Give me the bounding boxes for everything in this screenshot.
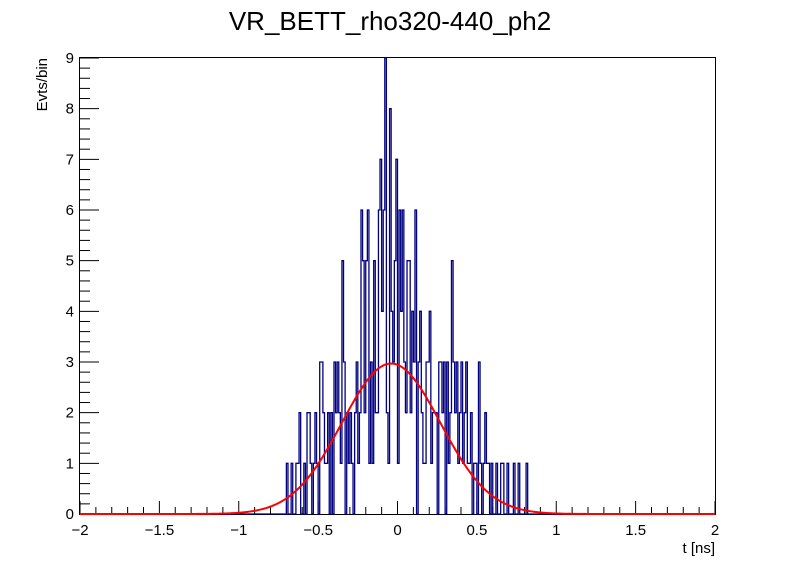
plot-frame xyxy=(79,57,716,515)
y-tick-label: 4 xyxy=(66,303,74,320)
x-tick-label: −2 xyxy=(71,522,88,539)
chart-title: VR_BETT_rho320-440_ph2 xyxy=(229,6,551,36)
y-tick-label: 6 xyxy=(66,202,74,219)
y-tick-label: 8 xyxy=(66,101,74,118)
x-tick-label: −1 xyxy=(230,522,247,539)
x-tick-label: 0 xyxy=(393,522,401,539)
y-tick-label: 7 xyxy=(66,151,74,168)
y-tick-label: 1 xyxy=(66,455,74,472)
x-tick-label: 1 xyxy=(552,522,560,539)
x-tick-label: 1.5 xyxy=(625,522,646,539)
x-axis-title: t [ns] xyxy=(682,540,715,557)
y-axis-title: Evts/bin xyxy=(34,58,51,111)
gaussian-fit-curve xyxy=(80,362,715,515)
y-tick-label: 0 xyxy=(66,506,74,523)
x-axis-ticks xyxy=(79,501,716,514)
x-tick-label: 0.5 xyxy=(466,522,487,539)
x-tick-label: −0.5 xyxy=(303,522,333,539)
y-axis-tick-labels: 0 1 2 3 4 5 6 7 8 9 xyxy=(66,50,74,523)
y-tick-label: 5 xyxy=(66,253,74,270)
y-tick-label: 2 xyxy=(66,405,74,422)
x-tick-label: 2 xyxy=(711,522,719,539)
y-tick-label: 9 xyxy=(66,50,74,67)
y-axis-ticks xyxy=(80,57,99,515)
x-tick-label: −1.5 xyxy=(145,522,175,539)
y-tick-label: 3 xyxy=(66,354,74,371)
x-axis-tick-labels: −2 −1.5 −1 −0.5 0 0.5 1 1.5 2 xyxy=(71,522,719,539)
histogram-series xyxy=(80,57,715,515)
